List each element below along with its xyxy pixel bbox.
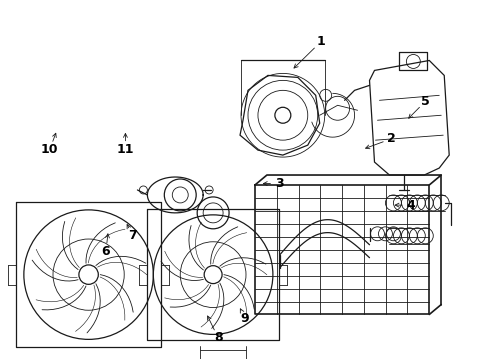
Text: 3: 3	[275, 177, 284, 190]
Text: 7: 7	[128, 229, 137, 242]
Text: 8: 8	[214, 331, 222, 344]
Text: 1: 1	[316, 35, 325, 49]
Text: 4: 4	[407, 199, 416, 212]
Text: 9: 9	[241, 311, 249, 325]
Text: 2: 2	[387, 132, 396, 145]
Text: 6: 6	[101, 245, 110, 258]
Text: 11: 11	[117, 143, 134, 156]
Text: 5: 5	[421, 95, 430, 108]
Text: 10: 10	[41, 143, 58, 156]
